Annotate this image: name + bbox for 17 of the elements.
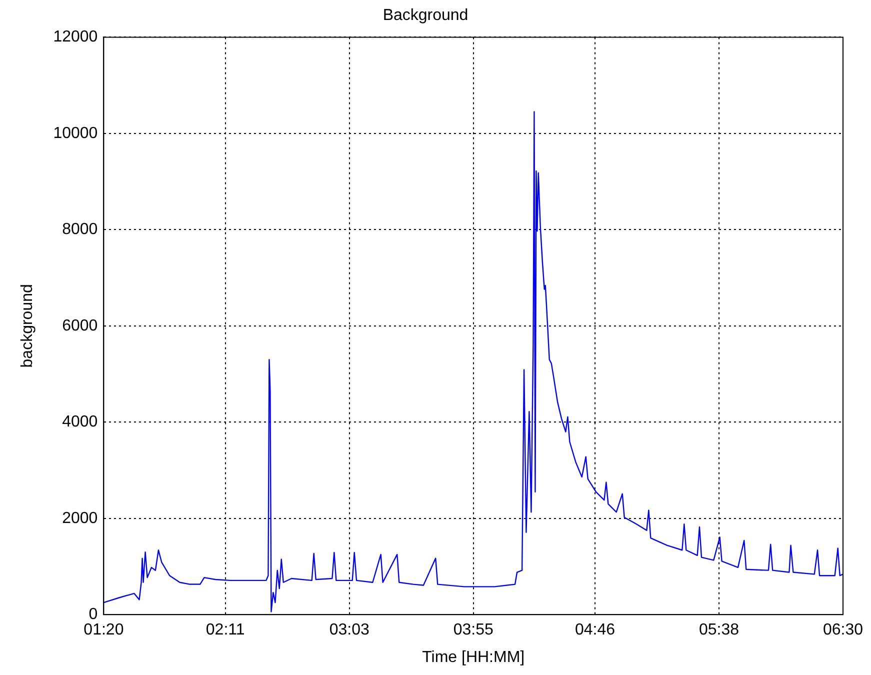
y-tick-label: 12000	[53, 28, 98, 46]
y-axis-title: background	[19, 284, 36, 368]
y-tick-label: 10000	[53, 124, 98, 142]
x-tick-label: 06:30	[822, 622, 864, 639]
x-tick-label: 05:38	[698, 622, 740, 639]
y-tick-label: 6000	[62, 317, 98, 334]
y-tick-label: 8000	[62, 221, 98, 238]
x-tick-label: 03:55	[453, 622, 494, 639]
y-tick-label: 4000	[62, 414, 98, 431]
y-tick-label: 0	[88, 606, 98, 624]
chart-title: Background	[382, 7, 468, 24]
x-tick-label: 01:20	[84, 622, 124, 639]
x-tick-label: 04:46	[574, 622, 616, 639]
x-tick-label: 02:11	[206, 622, 245, 639]
y-tick-label: 2000	[62, 510, 98, 527]
x-tick-label: 03:03	[329, 622, 370, 639]
x-axis-title: Time [HH:MM]	[422, 648, 525, 666]
